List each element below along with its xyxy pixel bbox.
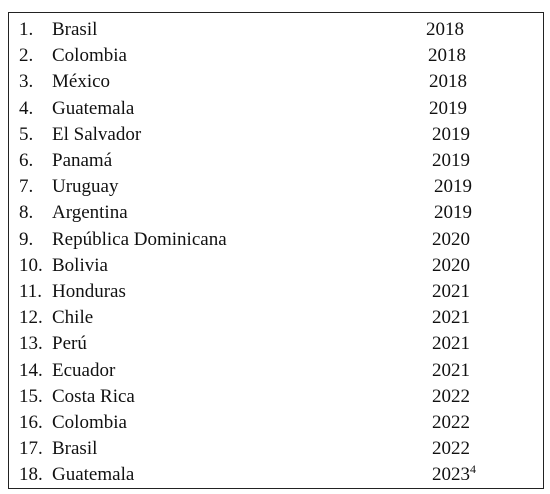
year: 2019	[432, 123, 470, 145]
year: 2018	[429, 71, 467, 93]
row-number: 5.	[19, 123, 34, 145]
country: Chile	[52, 307, 94, 329]
year: 2019	[434, 202, 472, 224]
year: 2020	[432, 254, 470, 276]
country: El Salvador	[52, 123, 142, 145]
country: Guatemala	[52, 464, 135, 486]
row-number: 1.	[19, 19, 34, 40]
row-number: 12.	[19, 307, 43, 329]
row-number: 16.	[19, 412, 43, 433]
year: 2020	[432, 228, 470, 250]
row-number: 3.	[19, 71, 34, 93]
row-number: 15.	[19, 385, 43, 407]
country: República Dominicana	[52, 228, 227, 250]
year: 20234	[432, 462, 476, 486]
country: Brasil	[52, 19, 98, 40]
country: Colombia	[52, 412, 127, 433]
year: 2019	[432, 150, 470, 171]
year: 2018	[426, 19, 464, 40]
country: Costa Rica	[52, 385, 135, 407]
country: Ecuador	[52, 359, 116, 381]
country: Uruguay	[52, 176, 119, 198]
country: Panamá	[52, 150, 113, 171]
row-number: 17.	[19, 438, 43, 460]
year: 2021	[432, 359, 470, 381]
row-number: 13.	[19, 333, 43, 355]
year: 2021	[432, 307, 470, 329]
country: Colombia	[52, 45, 127, 67]
country: Argentina	[52, 202, 128, 224]
year: 2022	[432, 385, 470, 407]
footnote-marker: 4	[470, 462, 476, 477]
country: Honduras	[52, 281, 126, 302]
row-number: 10.	[19, 254, 43, 276]
year: 2018	[428, 45, 466, 67]
table: 1. Brasil 2018 2. Colombia 2018 3. México 2018 4.…	[8, 12, 544, 489]
row-number: 9.	[19, 228, 34, 250]
row-number: 2.	[19, 45, 34, 67]
year: 2022	[432, 412, 470, 433]
row-number: 14.	[19, 359, 43, 381]
country: Perú	[52, 333, 87, 355]
row-number: 11.	[19, 281, 43, 302]
year: 2019	[434, 176, 472, 198]
year: 2021	[432, 333, 470, 355]
year: 2021	[432, 281, 470, 302]
row-number: 7.	[19, 176, 34, 198]
row-number: 6.	[19, 150, 34, 171]
year: 2022	[432, 438, 470, 460]
country: México	[52, 71, 111, 93]
row-number: 18.	[19, 464, 43, 486]
row-number: 8.	[19, 202, 34, 224]
country: Bolivia	[52, 254, 108, 276]
row-number: 4.	[19, 97, 34, 119]
year: 2019	[429, 97, 467, 119]
country: Brasil	[52, 438, 98, 460]
country: Guatemala	[52, 97, 135, 119]
